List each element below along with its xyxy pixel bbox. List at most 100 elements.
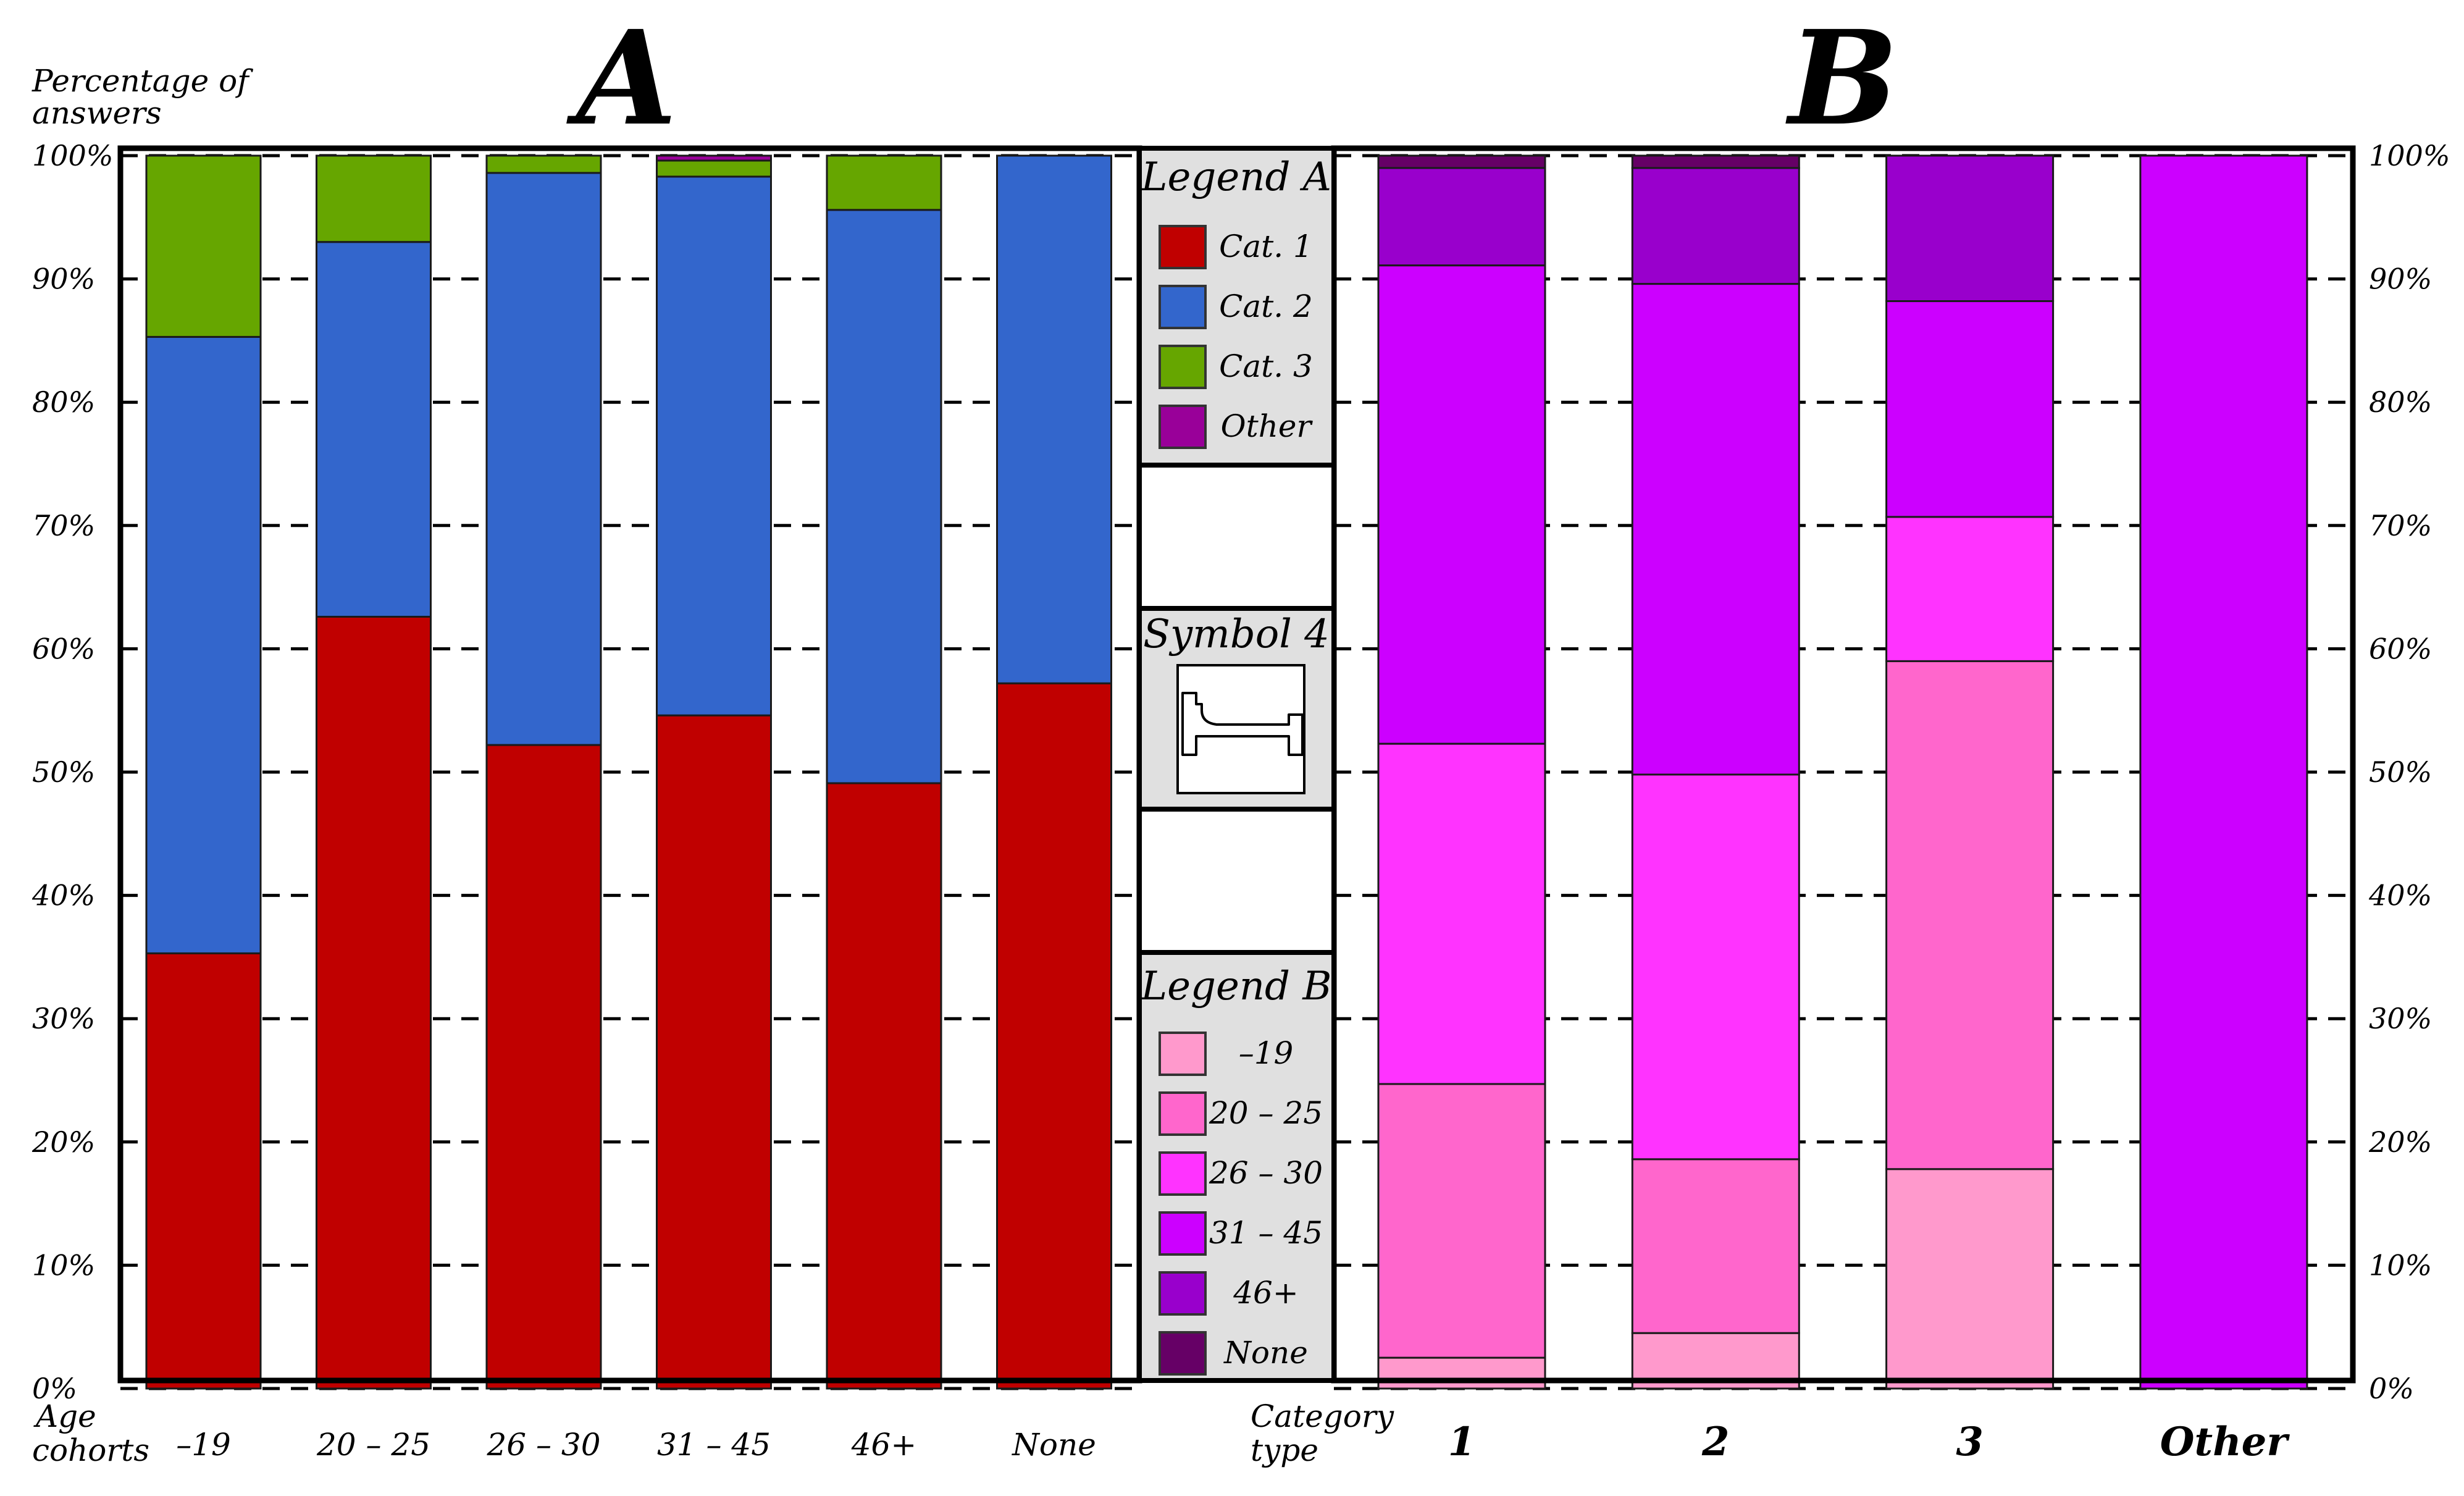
category-label-a-1: 20 – 25	[316, 1427, 430, 1463]
y-tick-b-60: 60%	[2369, 632, 2432, 665]
bar-b-1-4	[1631, 167, 1800, 285]
legend-spacer-2	[1137, 807, 1336, 955]
bar-b-0-4	[1377, 167, 1546, 267]
legend-b-items-swatch-4	[1159, 1271, 1207, 1316]
bar-b-2-1	[1885, 660, 2055, 1170]
y-tick-a-0: 0%	[32, 1372, 77, 1405]
legend-a-items-swatch-2	[1159, 345, 1207, 389]
symbol-title: Symbol 4	[1143, 611, 1330, 657]
bar-b-1-3	[1631, 283, 1800, 776]
bar-b-0-3	[1377, 264, 1546, 745]
panel-a-title: A	[566, 2, 677, 154]
bar-b-2-4	[1885, 154, 2055, 303]
legend-b-items-label-4: 46+	[1233, 1275, 1299, 1311]
category-label-a-0: –19	[176, 1427, 231, 1463]
bed-icon	[1176, 664, 1305, 794]
y-tick-b-50: 50%	[2369, 755, 2432, 789]
bar-a-5-1	[996, 154, 1112, 684]
bar-a-4-1	[826, 209, 942, 784]
legend-column: Legend A Symbol 4 Legend B Cat. 1 Cat. 2 C…	[1137, 146, 1336, 1383]
y-tick-a-40: 40%	[31, 879, 95, 912]
bar-a-5-0	[996, 682, 1112, 1390]
bar-a-4-0	[826, 782, 942, 1390]
legend-b-items-label-2: 26 – 30	[1209, 1155, 1323, 1191]
y-tick-a-50: 50%	[32, 755, 95, 789]
bar-a-2-0	[485, 744, 602, 1390]
bar-a-2-2	[485, 154, 602, 174]
legend-b-items-label-5: None	[1223, 1335, 1308, 1371]
y-tick-a-60: 60%	[32, 632, 95, 665]
bar-b-1-1	[1631, 1158, 1800, 1334]
y-tick-a-80: 80%	[32, 385, 95, 419]
category-label-a-4: 46+	[851, 1427, 917, 1463]
legend-b-title: Legend B	[1141, 964, 1332, 1009]
y-axis-label-line2: answers	[32, 95, 162, 131]
category-label-a-5: None	[1012, 1427, 1096, 1463]
legend-b-items-swatch-2	[1159, 1151, 1207, 1196]
y-tick-b-80: 80%	[2369, 385, 2432, 419]
legend-b-items-swatch-1	[1159, 1091, 1207, 1136]
category-label-a-2: 26 – 30	[486, 1427, 600, 1463]
x-axis-label-b-line2: type	[1251, 1432, 1318, 1468]
bar-b-0-1	[1377, 1083, 1546, 1359]
bar-b-1-2	[1631, 773, 1800, 1161]
bar-a-0-0	[145, 952, 262, 1390]
category-label-b-2: 3	[1956, 1419, 1984, 1465]
y-tick-b-10: 10%	[2369, 1248, 2432, 1282]
bar-b-1-5	[1631, 154, 1800, 169]
y-tick-b-30: 30%	[2369, 1002, 2432, 1035]
bar-b-2-3	[1885, 300, 2055, 518]
legend-b-items-swatch-3	[1159, 1211, 1207, 1256]
legend-b-items-swatch-5	[1159, 1331, 1207, 1376]
category-label-b-0: 1	[1448, 1419, 1476, 1465]
bar-a-3-3	[656, 154, 772, 162]
category-label-b-3: Other	[2160, 1419, 2290, 1465]
bar-b-0-0	[1377, 1356, 1546, 1390]
legend-b-items-label-1: 20 – 25	[1209, 1095, 1323, 1131]
y-tick-b-40: 40%	[2368, 879, 2432, 912]
bar-a-2-1	[485, 172, 602, 746]
legend-a-items-swatch-0	[1159, 225, 1207, 269]
legend-b-items-label-0: –19	[1239, 1035, 1294, 1071]
legend-b-items-swatch-0	[1159, 1032, 1207, 1076]
y-tick-b-0: 0%	[2369, 1372, 2414, 1405]
x-axis-label-b-line1: Category	[1251, 1398, 1394, 1434]
bar-a-1-2	[316, 154, 432, 243]
legend-a-items-swatch-3	[1159, 405, 1207, 449]
bar-b-3-3	[2139, 154, 2308, 1390]
bar-a-0-1	[145, 335, 262, 954]
x-axis-label-a-line1: Age	[33, 1398, 96, 1434]
y-tick-b-90: 90%	[2369, 263, 2432, 296]
bar-a-3-2	[656, 159, 772, 178]
legend-a-title: Legend A	[1141, 154, 1331, 200]
panel-b-title: B	[1785, 2, 1898, 154]
y-tick-a-100: 100%	[32, 139, 114, 172]
bar-a-4-2	[826, 154, 942, 211]
y-axis-label-line1: Percentage of	[31, 63, 253, 99]
y-tick-a-70: 70%	[32, 509, 95, 542]
plot-frame-a	[117, 145, 1142, 1384]
legend-a-items-label-2: Cat. 3	[1219, 348, 1313, 384]
legend-b-items-label-3: 31 – 45	[1209, 1215, 1323, 1251]
legend-a-items-label-3: Other	[1221, 408, 1314, 444]
y-tick-a-20: 20%	[31, 1125, 95, 1159]
category-label-a-3: 31 – 45	[657, 1427, 771, 1463]
bar-b-2-2	[1885, 516, 2055, 662]
category-label-b-1: 2	[1701, 1419, 1730, 1465]
bar-b-0-2	[1377, 742, 1546, 1085]
legend-a-items-label-1: Cat. 2	[1219, 288, 1313, 324]
legend-a-items-label-0: Cat. 1	[1219, 229, 1313, 264]
bar-a-3-1	[656, 175, 772, 716]
y-tick-b-100: 100%	[2369, 139, 2450, 172]
bar-a-3-0	[656, 714, 772, 1390]
y-tick-b-70: 70%	[2369, 509, 2432, 542]
legend-spacer-1	[1137, 463, 1336, 611]
y-tick-b-20: 20%	[2368, 1125, 2432, 1159]
x-axis-label-a-line2: cohorts	[32, 1432, 149, 1468]
bar-a-1-0	[316, 616, 432, 1390]
bar-b-0-5	[1377, 154, 1546, 169]
bar-b-2-0	[1885, 1168, 2055, 1390]
legend-a-items-swatch-1	[1159, 285, 1207, 329]
bar-a-1-1	[316, 241, 432, 618]
